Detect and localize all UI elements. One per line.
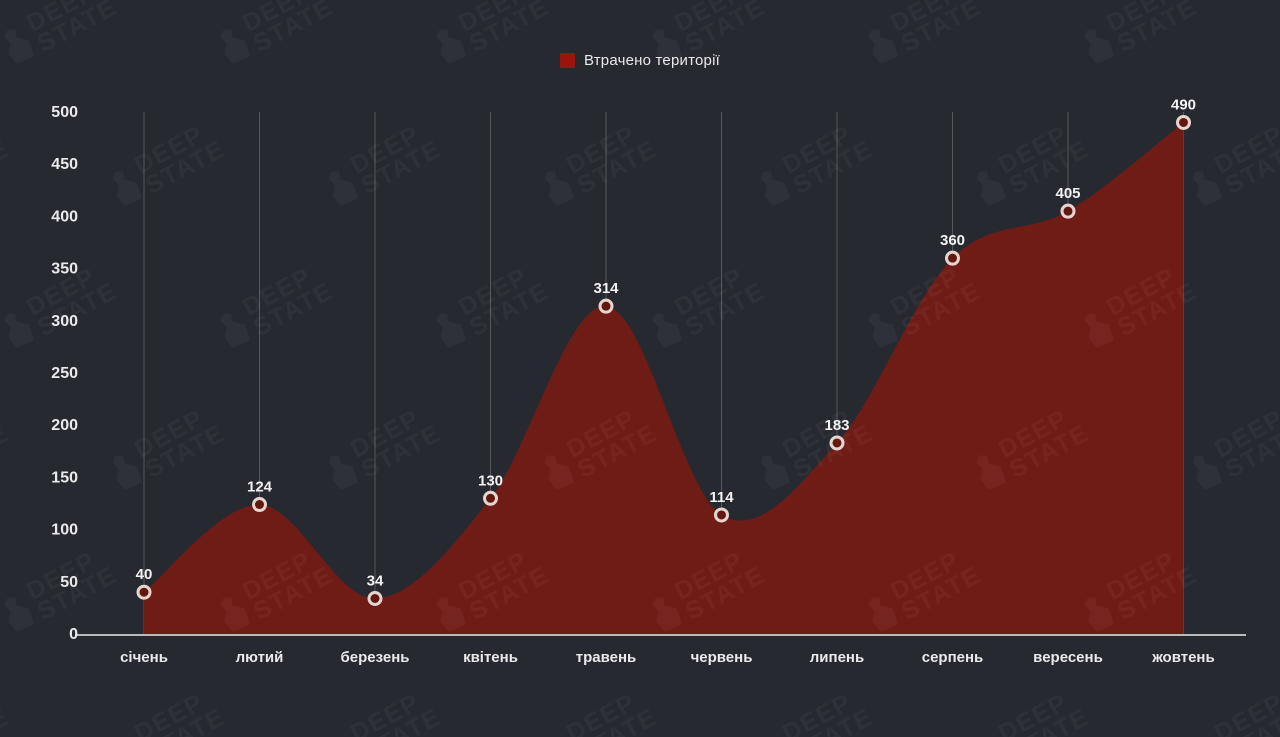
y-tick-label: 500: [51, 104, 78, 121]
data-point-label: 490: [1171, 96, 1196, 113]
legend-swatch: [560, 53, 576, 68]
data-point-label: 40: [136, 566, 153, 583]
x-tick-label: травень: [576, 649, 637, 666]
y-tick-label: 100: [51, 522, 78, 539]
x-tick-label: квітень: [463, 649, 518, 666]
data-point-marker: [1176, 114, 1191, 130]
data-point-marker: [598, 298, 614, 314]
y-tick-label: 0: [69, 626, 78, 643]
data-point-label: 124: [247, 479, 273, 496]
y-tick-label: 400: [51, 208, 78, 225]
y-tick-label: 150: [51, 469, 78, 486]
y-tick-label: 200: [51, 417, 78, 434]
data-point-marker: [367, 591, 383, 607]
data-point-label: 34: [367, 573, 384, 590]
x-tick-label: березень: [341, 649, 410, 666]
data-point-label: 405: [1055, 185, 1080, 202]
y-tick-label: 300: [51, 313, 78, 330]
legend: Втрачено території: [0, 52, 1280, 69]
x-tick-label: серпень: [922, 649, 984, 666]
y-tick-label: 50: [60, 574, 78, 591]
legend-label: Втрачено території: [584, 52, 720, 69]
data-point-label: 314: [593, 280, 619, 297]
y-tick-label: 450: [51, 156, 78, 173]
data-point-label: 130: [478, 472, 503, 489]
data-point-marker: [136, 584, 152, 600]
data-point-marker: [483, 490, 498, 506]
data-point-label: 114: [709, 489, 734, 506]
data-point-label: 360: [940, 232, 965, 249]
area-series: [144, 122, 1184, 634]
data-point-marker: [829, 435, 845, 451]
x-tick-label: червень: [691, 649, 753, 666]
data-point-marker: [1060, 203, 1076, 219]
data-point-marker: [714, 507, 729, 523]
data-point-marker: [252, 497, 267, 513]
x-tick-label: вересень: [1033, 649, 1103, 666]
x-tick-label: жовтень: [1151, 649, 1214, 666]
data-point-label: 183: [824, 417, 849, 434]
x-tick-label: лютий: [236, 649, 284, 666]
x-tick-label: липень: [810, 649, 864, 666]
data-point-marker: [945, 250, 960, 266]
y-tick-label: 250: [51, 365, 78, 382]
y-tick-label: 350: [51, 261, 78, 278]
x-tick-label: січень: [120, 649, 168, 666]
